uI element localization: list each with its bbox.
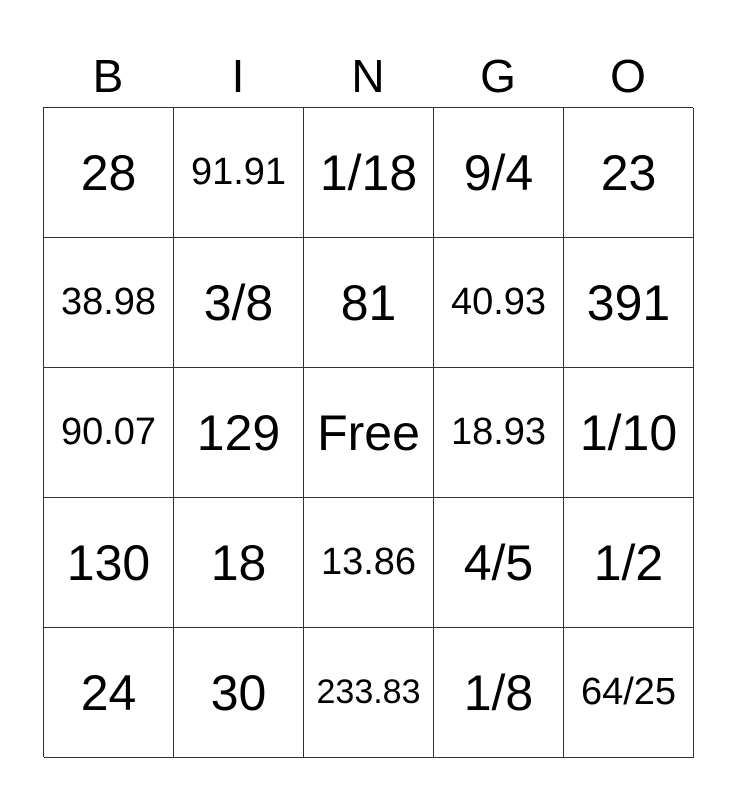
bingo-cell: 130 bbox=[44, 498, 174, 628]
bingo-cell: 233.83 bbox=[304, 628, 434, 758]
bingo-cell: 129 bbox=[174, 368, 304, 498]
bingo-header: B I N G O bbox=[43, 46, 693, 106]
bingo-cell: 40.93 bbox=[434, 238, 564, 368]
bingo-cell: 18.93 bbox=[434, 368, 564, 498]
bingo-cell: 1/8 bbox=[434, 628, 564, 758]
bingo-cell: 1/10 bbox=[564, 368, 694, 498]
bingo-cell: 18 bbox=[174, 498, 304, 628]
bingo-cell: 1/2 bbox=[564, 498, 694, 628]
bingo-cell: 4/5 bbox=[434, 498, 564, 628]
header-letter-o: O bbox=[610, 50, 646, 102]
bingo-grid: 28 91.91 1/18 9/4 23 38.98 3/8 81 40.93 391 90.07 1… bbox=[43, 107, 694, 758]
bingo-cell: 90.07 bbox=[44, 368, 174, 498]
bingo-cell: 3/8 bbox=[174, 238, 304, 368]
bingo-cell: 28 bbox=[44, 108, 174, 238]
header-letter-n: N bbox=[351, 50, 385, 102]
bingo-cell: 81 bbox=[304, 238, 434, 368]
bingo-cell: 64/25 bbox=[564, 628, 694, 758]
bingo-cell: 24 bbox=[44, 628, 174, 758]
header-letter-i: I bbox=[231, 50, 245, 102]
bingo-cell: 9/4 bbox=[434, 108, 564, 238]
bingo-cell: 30 bbox=[174, 628, 304, 758]
bingo-cell: 391 bbox=[564, 238, 694, 368]
header-letter-b: B bbox=[92, 50, 124, 102]
header-letter-g: G bbox=[480, 50, 516, 102]
bingo-cell: 23 bbox=[564, 108, 694, 238]
bingo-cell: 91.91 bbox=[174, 108, 304, 238]
free-space-cell: Free bbox=[304, 368, 434, 498]
bingo-cell: 1/18 bbox=[304, 108, 434, 238]
bingo-cell: 13.86 bbox=[304, 498, 434, 628]
bingo-cell: 38.98 bbox=[44, 238, 174, 368]
